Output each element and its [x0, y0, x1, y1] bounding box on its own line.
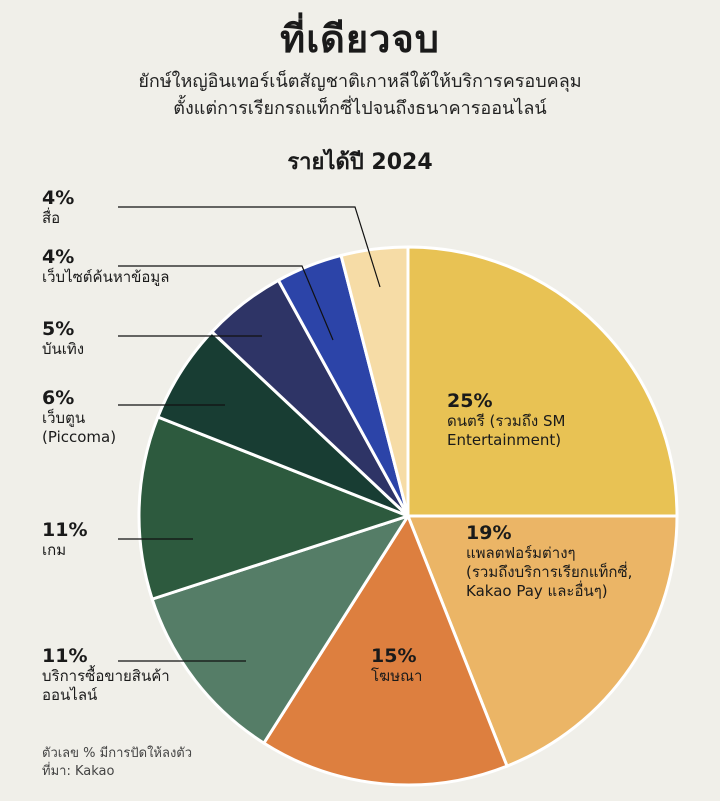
label-ecommerce-line2: ออนไลน์	[42, 686, 98, 704]
leader-line-media	[118, 206, 381, 288]
label-platforms-line3: Kakao Pay และอื่นๆ)	[466, 582, 608, 600]
label-games-line1: เกม	[42, 541, 67, 559]
label-ecommerce-line1: บริการซื้อขายสินค้า	[42, 667, 170, 685]
chart-subheading: รายได้ปี 2024	[287, 150, 433, 175]
label-games-pct: 11%	[42, 519, 88, 541]
label-search-line1: เว็บไซต์ค้นหาข้อมูล	[42, 268, 170, 286]
pie-slice-games	[137, 415, 410, 601]
label-platforms-pct: 19%	[466, 522, 512, 544]
label-entertainment-pct: 5%	[42, 318, 75, 340]
pie-slice-media	[339, 245, 410, 518]
label-webtoon-line2: (Piccoma)	[42, 428, 117, 446]
subtitle: ยักษ์ใหญ่อินเทอร์เน็ตสัญชาติเกาหลีใต้ให้…	[0, 68, 720, 122]
leader-line-search	[118, 265, 334, 341]
label-games: 11% เกม	[42, 519, 87, 560]
label-media: 4% สื่อ	[42, 187, 74, 228]
label-music-pct: 25%	[447, 390, 493, 412]
label-ads-pct: 15%	[371, 645, 417, 667]
label-ads-line1: โฆษณา	[371, 667, 423, 685]
pie-slice-ecommerce	[150, 514, 410, 745]
label-entertainment: 5% บันเทิง	[42, 318, 84, 359]
label-music: 25% ดนตรี (รวมถึง SM Entertainment)	[447, 390, 565, 450]
label-platforms-line1: แพลตฟอร์มต่างๆ	[466, 544, 576, 562]
label-ecommerce-pct: 11%	[42, 645, 88, 667]
pie-slice-platforms	[406, 514, 679, 768]
chart-title-main: ที่เดียวจบ	[280, 17, 440, 61]
label-ads: 15% โฆษณา	[371, 645, 422, 686]
pie-slice-ads	[262, 514, 509, 787]
label-search: 4% เว็บไซต์ค้นหาข้อมูล	[42, 246, 169, 287]
subtitle-line-1: ยักษ์ใหญ่อินเทอร์เน็ตสัญชาติเกาหลีใต้ให้…	[138, 71, 582, 92]
label-platforms: 19% แพลตฟอร์มต่างๆ (รวมถึงบริการเรียกแท็…	[466, 522, 632, 601]
label-search-pct: 4%	[42, 246, 75, 268]
footnote-rounding: ตัวเลข % มีการปัดให้ลงตัว	[42, 746, 193, 761]
label-entertainment-line1: บันเทิง	[42, 340, 85, 358]
label-music-line2: Entertainment)	[447, 431, 562, 449]
label-platforms-line2: (รวมถึงบริการเรียกแท็กซี่,	[466, 563, 633, 581]
label-media-pct: 4%	[42, 187, 75, 209]
footnote: ตัวเลข % มีการปัดให้ลงตัว ที่มา: Kakao	[42, 745, 192, 781]
pie-slice-music	[406, 245, 679, 518]
label-webtoon: 6% เว็บตูน (Piccoma)	[42, 387, 116, 447]
label-music-line1: ดนตรี (รวมถึง SM	[447, 412, 566, 430]
label-webtoon-pct: 6%	[42, 387, 75, 409]
label-ecommerce: 11% บริการซื้อขายสินค้า ออนไลน์	[42, 645, 170, 705]
label-webtoon-line1: เว็บตูน	[42, 409, 86, 427]
label-media-line1: สื่อ	[42, 209, 61, 227]
footnote-source: ที่มา: Kakao	[42, 764, 115, 779]
subtitle-line-2: ตั้งแต่การเรียกรถแท็กซี่ไปจนถึงธนาคารออน…	[173, 98, 547, 119]
